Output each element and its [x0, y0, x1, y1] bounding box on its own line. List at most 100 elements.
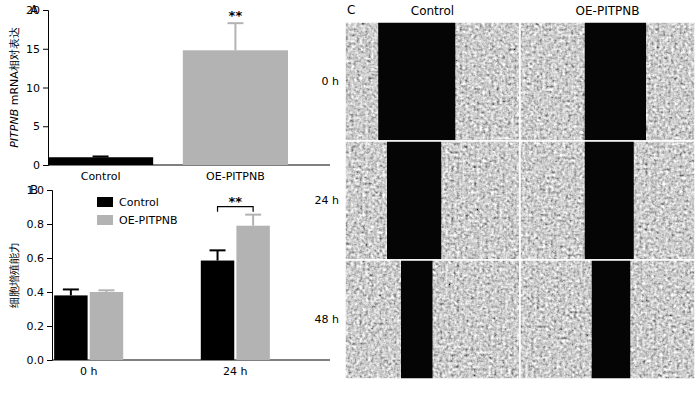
- bar: [183, 50, 288, 165]
- x-tick-label: Control: [81, 170, 121, 183]
- panel-title: C: [347, 3, 355, 17]
- micrograph-border: [345, 260, 520, 379]
- x-tick-label: 0 h: [80, 365, 97, 378]
- x-axis: Control OE-PITPNB: [81, 165, 265, 183]
- micrograph-border: [520, 22, 695, 141]
- y-tick-label: 0.2: [27, 320, 45, 333]
- scratch-gap: [401, 260, 433, 379]
- y-tick-label: 15: [26, 43, 40, 56]
- panel-title: A: [30, 3, 39, 17]
- y-tick-group: 0.6: [27, 252, 53, 265]
- figure-svg: 05101520ControlOE-PITPNB**APITPNB mRNA相对…: [0, 0, 700, 395]
- scratch-gap: [592, 260, 631, 379]
- error-bar: [98, 290, 114, 292]
- y-tick: [47, 258, 52, 259]
- error-bar: [63, 289, 79, 295]
- figure: 05101520ControlOE-PITPNB**APITPNB mRNA相对…: [0, 0, 700, 395]
- y-tick: [43, 126, 48, 127]
- x-tick-group: OE-PITPNB: [206, 165, 265, 183]
- annotation: **: [229, 194, 243, 209]
- y-tick: [47, 360, 52, 361]
- y-tick-label: 0.6: [27, 252, 45, 265]
- error-bar-stem: [252, 215, 254, 226]
- bar: [201, 261, 234, 360]
- micrograph: [345, 22, 520, 141]
- y-axis-title-part: PITPNB: [8, 109, 21, 148]
- y-tick: [47, 292, 52, 293]
- plot-area: [54, 215, 270, 360]
- row-label: 48 h: [315, 313, 339, 326]
- column-label: OE-PITPNB: [576, 4, 640, 18]
- error-bar-stem: [234, 23, 236, 50]
- micrograph-border: [345, 141, 520, 260]
- error-bar-cap: [210, 249, 226, 251]
- y-tick-label: 10: [26, 82, 40, 95]
- y-axis-line: [43, 11, 49, 166]
- micrograph: [520, 22, 695, 141]
- bar-series: [48, 50, 288, 165]
- x-tick-label: OE-PITPNB: [206, 170, 265, 183]
- row-label: 24 h: [315, 194, 339, 207]
- y-tick-label: 5: [33, 120, 40, 133]
- y-tick: [43, 10, 48, 11]
- legend-swatch: [97, 215, 113, 225]
- micrograph: [345, 141, 520, 260]
- micrograph: [520, 141, 695, 260]
- bar: [48, 157, 153, 165]
- x-tick-label: 24 h: [223, 365, 247, 378]
- legend-label: Control: [119, 196, 159, 209]
- y-tick: [47, 190, 52, 191]
- scratch-gap: [585, 22, 646, 141]
- annotation: **: [229, 8, 243, 23]
- scratch-gap: [585, 141, 634, 260]
- plot-area: [48, 23, 288, 165]
- y-axis: 0.00.20.40.60.81.0: [27, 184, 53, 367]
- y-axis-title: PITPNB mRNA相对表达: [8, 27, 21, 148]
- legend-swatch: [97, 197, 113, 207]
- x-tick-group: 24 h: [223, 360, 247, 378]
- error-bar: [245, 215, 261, 226]
- y-tick-group: 0: [33, 159, 48, 172]
- error-bar: [93, 156, 109, 158]
- y-tick-group: 5: [33, 120, 48, 133]
- y-tick-label: 0.8: [27, 218, 45, 231]
- micrograph-border: [345, 22, 520, 141]
- panel-title: B: [30, 183, 38, 197]
- y-tick-group: 0.2: [27, 320, 53, 333]
- error-bar: [210, 250, 226, 260]
- y-axis-title: 细胞增殖能力: [8, 242, 21, 308]
- error-bar-cap: [93, 155, 109, 157]
- y-tick: [43, 88, 48, 89]
- y-tick-group: 10: [26, 82, 48, 95]
- y-tick-group: 0.8: [27, 218, 53, 231]
- image-panel: [345, 22, 695, 379]
- error-bar: [227, 23, 243, 50]
- scratch-gap: [387, 141, 441, 260]
- y-tick-group: 0.0: [27, 354, 53, 367]
- legend-label: OE-PITPNB: [119, 214, 178, 227]
- legend: Control OE-PITPNB: [97, 196, 178, 227]
- bar: [54, 295, 87, 360]
- error-bar-cap: [98, 289, 114, 291]
- error-bar-cap: [63, 288, 79, 290]
- y-tick: [43, 49, 48, 50]
- scratch-gap: [378, 22, 455, 141]
- y-tick: [43, 165, 48, 166]
- y-axis-title-part: mRNA相对表达: [8, 27, 21, 109]
- error-bar-stem: [217, 250, 219, 260]
- bar: [236, 226, 269, 360]
- error-bar-cap: [245, 214, 261, 216]
- bar-series: [54, 261, 234, 360]
- x-tick-group: 0 h: [80, 360, 97, 378]
- y-tick-group: 0.4: [27, 286, 53, 299]
- x-axis: 0 h 24 h: [80, 360, 248, 378]
- y-tick-label: 0.0: [27, 354, 45, 367]
- bar: [90, 292, 123, 360]
- bar-series: [90, 226, 270, 360]
- micrograph-border: [520, 141, 695, 260]
- column-label: Control: [411, 4, 454, 18]
- y-tick-group: 15: [26, 43, 48, 56]
- micrograph-border: [520, 260, 695, 379]
- y-axis-line: [47, 191, 53, 361]
- x-tick-group: Control: [81, 165, 121, 183]
